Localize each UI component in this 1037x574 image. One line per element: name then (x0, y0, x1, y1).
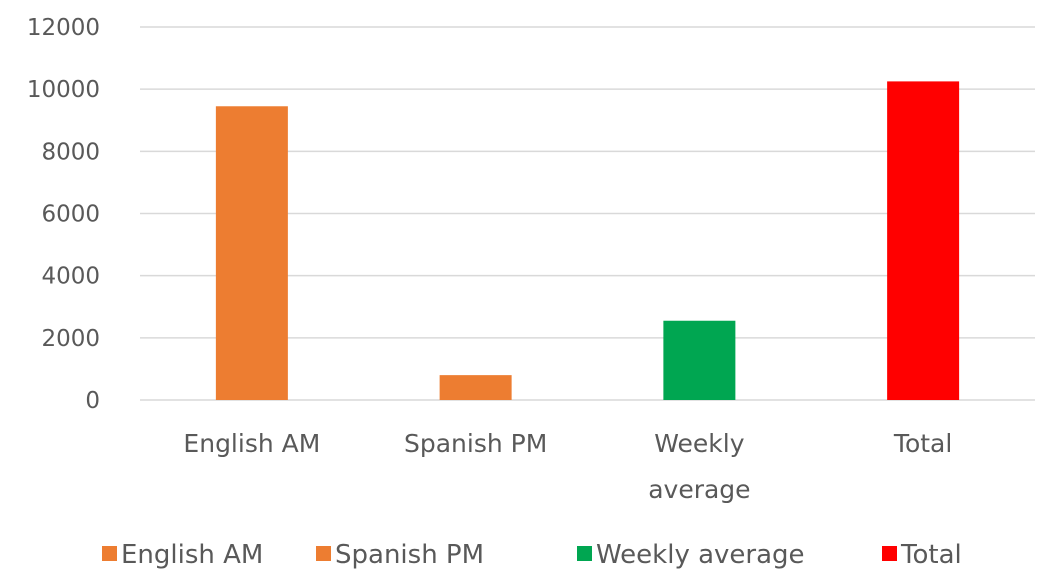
bar-weekly-average (663, 320, 736, 400)
x-tick-label: Weekly (654, 429, 744, 458)
y-tick-label: 0 (85, 388, 100, 414)
bar-spanish-pm (439, 375, 512, 400)
y-tick-label: 10000 (27, 77, 100, 103)
gridlines (140, 26, 1035, 401)
bar-english-am (215, 106, 288, 400)
y-tick-label: 4000 (41, 264, 100, 290)
y-tick-label: 8000 (41, 139, 100, 165)
legend-label: Spanish PM (335, 540, 484, 570)
legend-label: English AM (121, 540, 263, 570)
legend-swatch (577, 546, 592, 561)
x-tick-label: Total (893, 429, 952, 458)
legend-swatch (316, 546, 331, 561)
x-tick-label: average (648, 475, 750, 504)
x-tick-label: English AM (183, 429, 320, 458)
bars (215, 81, 960, 400)
y-tick-label: 6000 (41, 202, 100, 228)
x-axis-tick-labels: English AM Spanish PM Weekly average Total (183, 429, 952, 504)
y-tick-label: 2000 (41, 326, 100, 352)
legend: English AM Spanish PM Weekly average Total (102, 540, 962, 570)
bar-total (887, 81, 960, 400)
legend-label: Total (900, 540, 962, 570)
legend-label: Weekly average (596, 540, 805, 570)
y-axis-tick-labels: 0 2000 4000 6000 8000 10000 12000 (27, 15, 100, 414)
legend-swatch (882, 546, 897, 561)
y-tick-label: 12000 (27, 15, 100, 41)
legend-swatch (102, 546, 117, 561)
x-tick-label: Spanish PM (404, 429, 547, 458)
